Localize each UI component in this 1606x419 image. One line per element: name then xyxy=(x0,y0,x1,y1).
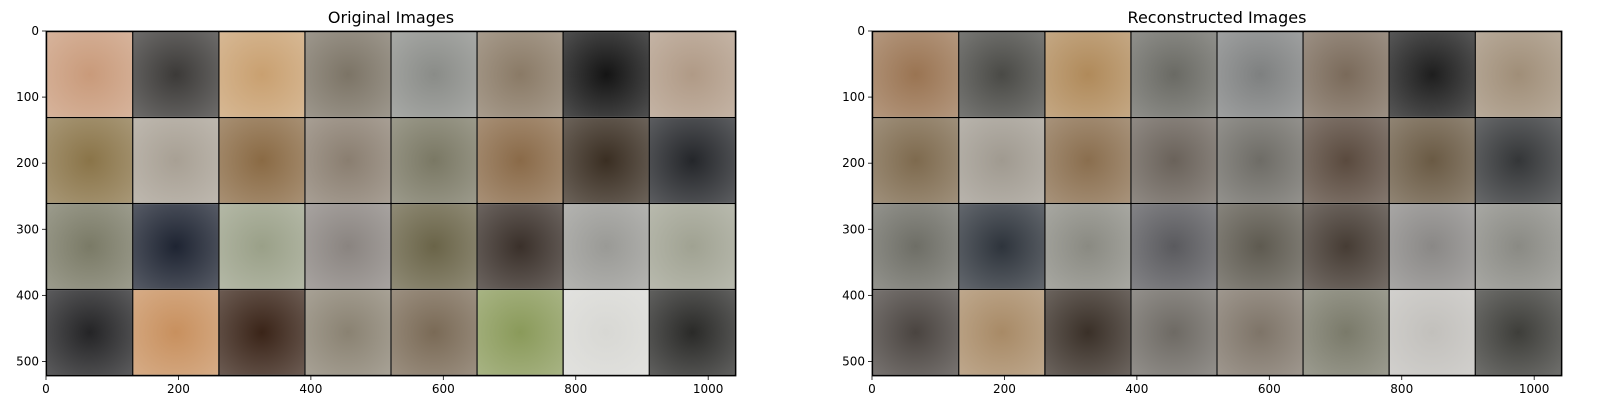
x-tick-label: 400 xyxy=(1125,382,1148,396)
y-tick-label: 100 xyxy=(16,90,39,104)
chart-title: Reconstructed Images xyxy=(1128,8,1307,27)
image-tile xyxy=(1131,32,1217,117)
image-tile xyxy=(1475,204,1561,289)
image-tile xyxy=(649,290,735,375)
image-tile xyxy=(563,32,649,117)
image-tile xyxy=(391,118,477,203)
image-tile xyxy=(305,118,391,203)
image-tile xyxy=(1389,204,1475,289)
image-tile xyxy=(47,204,133,289)
y-tick-label: 0 xyxy=(31,24,39,38)
image-tile xyxy=(133,204,219,289)
image-tile xyxy=(1389,32,1475,117)
image-tile xyxy=(959,32,1045,117)
y-tick-label: 0 xyxy=(857,24,865,38)
chart-title: Original Images xyxy=(328,8,454,27)
y-tick-label: 300 xyxy=(842,222,865,236)
image-tile xyxy=(1045,204,1131,289)
image-tile xyxy=(1303,118,1389,203)
y-tick-label: 200 xyxy=(16,156,39,170)
image-tile xyxy=(1389,290,1475,375)
x-tick-label: 400 xyxy=(299,382,322,396)
image-tile xyxy=(219,204,305,289)
image-tile xyxy=(1131,204,1217,289)
image-tile xyxy=(219,118,305,203)
panel-original: Original Images 0 200 400 600 800 1000 0 100 200 3… xyxy=(16,8,737,396)
image-tile xyxy=(47,32,133,117)
image-tile xyxy=(649,204,735,289)
image-tile xyxy=(1303,290,1389,375)
image-tile xyxy=(959,204,1045,289)
axes-frame xyxy=(871,30,1563,377)
x-tick-label: 800 xyxy=(1390,382,1413,396)
image-tile xyxy=(1475,118,1561,203)
image-tile xyxy=(1475,290,1561,375)
x-tick-label: 1000 xyxy=(693,382,724,396)
image-tile xyxy=(219,290,305,375)
image-tile xyxy=(1217,118,1303,203)
image-tile xyxy=(1217,204,1303,289)
image-tile xyxy=(477,290,563,375)
y-tick-label: 300 xyxy=(16,222,39,236)
image-tile xyxy=(1045,118,1131,203)
x-tick-label: 1000 xyxy=(1519,382,1550,396)
image-tile xyxy=(477,118,563,203)
image-tile xyxy=(873,204,959,289)
image-tile xyxy=(959,290,1045,375)
image-tile xyxy=(1217,290,1303,375)
image-tile xyxy=(1131,118,1217,203)
image-tile xyxy=(477,204,563,289)
y-tick-label: 400 xyxy=(16,288,39,302)
image-tile xyxy=(133,118,219,203)
image-tile xyxy=(649,118,735,203)
image-tile xyxy=(873,32,959,117)
image-tile xyxy=(133,32,219,117)
image-tile xyxy=(1475,32,1561,117)
image-tile xyxy=(391,290,477,375)
image-tile xyxy=(1045,290,1131,375)
x-tick-label: 600 xyxy=(432,382,455,396)
image-tile xyxy=(563,118,649,203)
y-tick-label: 500 xyxy=(16,354,39,368)
image-tile xyxy=(1303,32,1389,117)
y-tick-label: 200 xyxy=(842,156,865,170)
image-tile xyxy=(959,118,1045,203)
y-tick-label: 400 xyxy=(842,288,865,302)
x-tick-label: 800 xyxy=(564,382,587,396)
image-tile xyxy=(1389,118,1475,203)
x-tick-label: 600 xyxy=(1258,382,1281,396)
image-tile xyxy=(873,290,959,375)
x-tick-label: 0 xyxy=(42,382,50,396)
axes-frame xyxy=(45,30,737,377)
y-tick-label: 500 xyxy=(842,354,865,368)
y-tick-label: 100 xyxy=(842,90,865,104)
image-tile xyxy=(133,290,219,375)
panel-reconstructed: Reconstructed Images 0 200 400 600 800 1000 0 10… xyxy=(842,8,1563,396)
image-tile xyxy=(47,118,133,203)
image-tile xyxy=(563,204,649,289)
image-tile xyxy=(1131,290,1217,375)
image-tile xyxy=(563,290,649,375)
image-tile xyxy=(1217,32,1303,117)
image-tile xyxy=(305,290,391,375)
image-tile xyxy=(219,32,305,117)
image-tile xyxy=(391,204,477,289)
x-tick-label: 0 xyxy=(868,382,876,396)
image-tile xyxy=(305,32,391,117)
image-tile xyxy=(1303,204,1389,289)
x-tick-label: 200 xyxy=(993,382,1016,396)
image-tile xyxy=(47,290,133,375)
image-tile xyxy=(305,204,391,289)
image-tile xyxy=(391,32,477,117)
image-tile xyxy=(649,32,735,117)
image-tile xyxy=(477,32,563,117)
image-tile xyxy=(873,118,959,203)
x-tick-label: 200 xyxy=(167,382,190,396)
image-tile xyxy=(1045,32,1131,117)
